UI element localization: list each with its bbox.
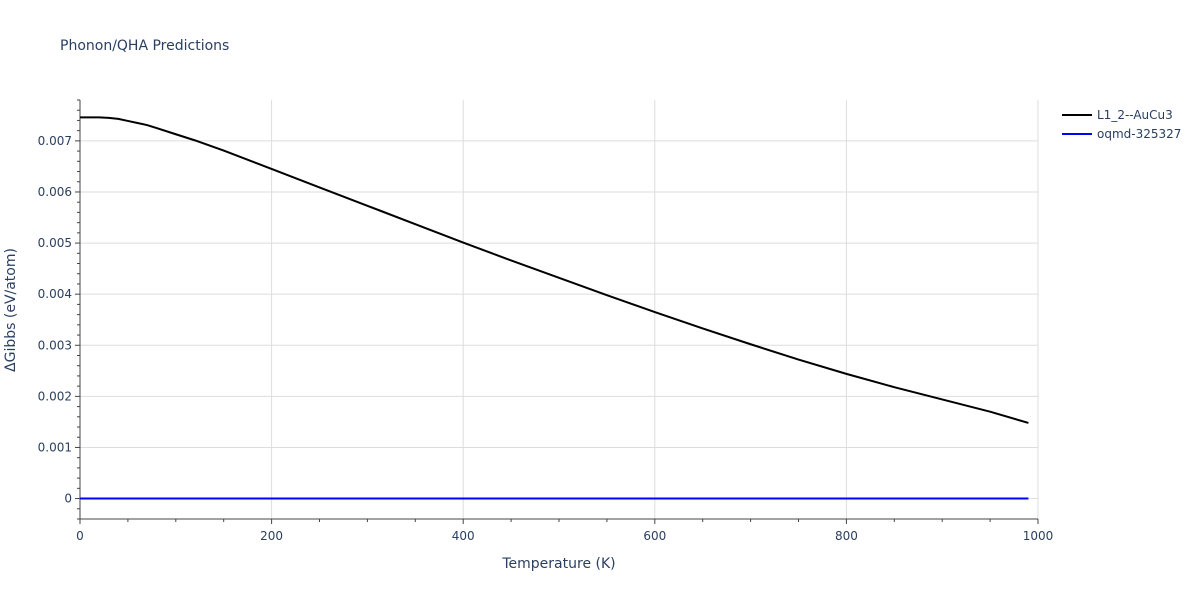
y-tick-label: 0 [64, 492, 72, 506]
axes: 0 200 400 600 800 1000 0 0.001 0.002 0.003 0.004 0.… [38, 99, 1054, 543]
chart-title: Phonon/QHA Predictions [60, 38, 229, 54]
y-tick-label: 0.005 [38, 236, 72, 250]
x-tick-label: 800 [835, 529, 858, 543]
plot-area [80, 116, 1029, 500]
y-tick-label: 0.003 [38, 338, 72, 352]
legend: L1_2--AuCu3 oqmd-325327 [1062, 108, 1181, 141]
x-tick-label: 200 [260, 529, 283, 543]
y-tick-label: 0.007 [38, 134, 72, 148]
grid [80, 100, 1039, 519]
y-axis-label: ΔGibbs (eV/atom) [3, 248, 19, 372]
x-tick-label: 400 [452, 529, 475, 543]
x-axis-label: Temperature (K) [501, 556, 615, 572]
x-tick-label: 600 [643, 529, 666, 543]
series-line-1 [80, 116, 1029, 424]
legend-label-1: L1_2--AuCu3 [1097, 108, 1173, 122]
y-tick-label: 0.002 [38, 389, 72, 403]
legend-label-2: oqmd-325327 [1097, 127, 1181, 141]
y-tick-label: 0.001 [38, 440, 72, 454]
y-tick-label: 0.004 [38, 287, 72, 301]
x-tick-label: 0 [76, 529, 84, 543]
x-tick-label: 1000 [1023, 529, 1054, 543]
y-tick-label: 0.006 [38, 185, 72, 199]
